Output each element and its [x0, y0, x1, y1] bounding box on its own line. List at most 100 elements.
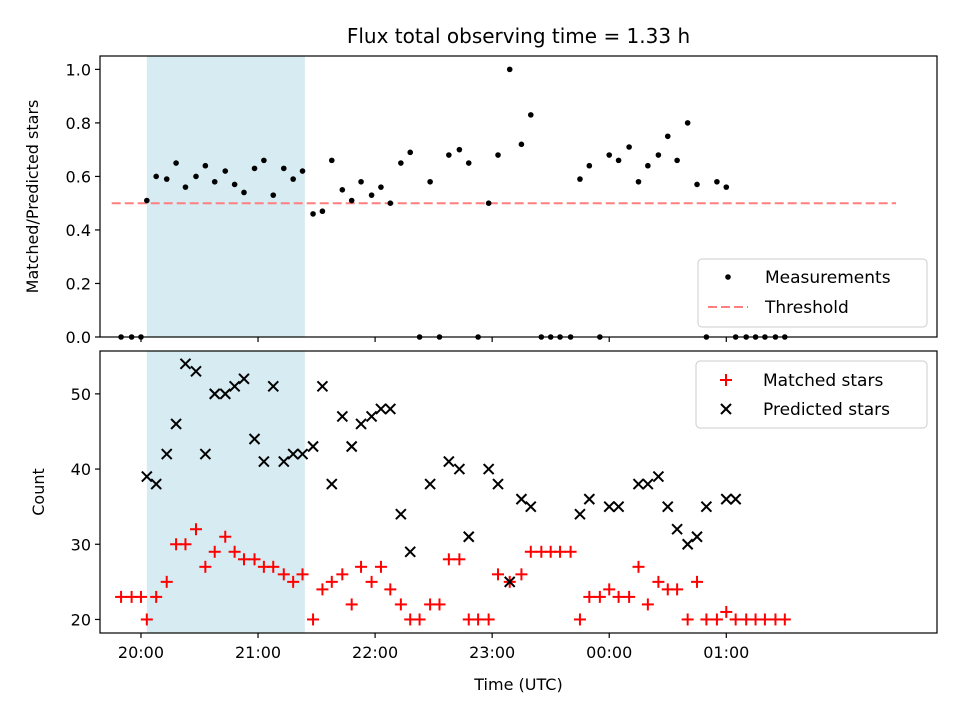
matched-point	[612, 590, 625, 603]
matched-point	[160, 575, 173, 588]
predicted-point	[355, 418, 367, 430]
x-tick-label: 20:00	[118, 643, 164, 662]
measurement-point	[694, 181, 700, 188]
predicted-point	[267, 380, 279, 393]
predicted-point	[720, 493, 732, 505]
matched-point	[384, 583, 397, 596]
predicted-point	[170, 418, 182, 430]
legend-matched-label: Matched stars	[763, 371, 883, 391]
y-tick-label: 40	[71, 460, 91, 479]
matched-point	[492, 568, 505, 581]
x-tick-label: 01:00	[703, 643, 749, 662]
matched-point	[720, 605, 733, 618]
measurement-point	[427, 178, 433, 185]
predicted-point	[700, 500, 713, 513]
matched-point	[710, 613, 723, 626]
legend-ratio-box	[697, 258, 928, 328]
predicted-point	[671, 523, 683, 535]
measurement-point	[586, 162, 593, 169]
predicted-point	[228, 380, 241, 393]
matched-point	[237, 553, 250, 566]
measurement-point	[319, 208, 326, 215]
measurement-point	[398, 160, 404, 166]
legend-matched-marker	[720, 374, 732, 386]
matched-point	[267, 560, 280, 573]
matched-point	[140, 613, 153, 626]
measurement-point	[231, 181, 238, 188]
measurement-point	[173, 160, 179, 166]
matched-point	[307, 613, 320, 626]
predicted-point	[632, 478, 645, 490]
matched-point	[394, 598, 407, 611]
predicted-point	[365, 410, 378, 423]
measurement-point	[280, 165, 287, 172]
y-tick-label: 50	[71, 385, 91, 404]
measurement-point	[577, 176, 583, 182]
predicted-point	[316, 380, 329, 393]
measurement-point	[387, 200, 394, 206]
y-tick-label: 30	[71, 535, 91, 554]
measurement-point	[518, 141, 525, 148]
measurement-point	[655, 152, 662, 158]
predicted-point	[482, 463, 495, 475]
matched-point	[524, 545, 537, 558]
matched-point	[336, 568, 349, 581]
measurement-point	[664, 133, 671, 140]
measurement-point	[485, 200, 492, 206]
predicted-point	[141, 470, 153, 483]
measurement-point	[153, 173, 159, 180]
predicted-point	[525, 500, 537, 513]
matched-point	[433, 598, 446, 611]
predicted-point	[209, 388, 221, 400]
matched-point	[365, 575, 378, 588]
legend-measurements-marker	[725, 274, 731, 280]
panel-counts-shade	[146, 351, 305, 633]
measurement-point	[222, 168, 229, 174]
matched-point	[150, 590, 163, 603]
measurement-point	[182, 184, 189, 190]
measurement-point	[163, 176, 170, 182]
measurement-point	[328, 157, 335, 164]
matched-point	[248, 553, 261, 566]
measurement-point	[626, 144, 632, 150]
predicted-point	[453, 463, 466, 475]
predicted-series	[141, 358, 742, 588]
legend-ratio: Measurements Threshold	[697, 258, 928, 328]
matched-point	[671, 583, 684, 596]
predicted-point	[642, 478, 654, 490]
measurement-point	[635, 178, 642, 185]
y-tick-label: 0.4	[66, 221, 91, 240]
panel-counts-ylabel: Count	[29, 468, 48, 516]
predicted-point	[443, 455, 455, 468]
matched-point	[652, 575, 665, 588]
matched-point	[442, 553, 455, 566]
measurement-point	[674, 157, 680, 164]
y-tick-label: 0.2	[66, 274, 91, 293]
matched-point	[632, 560, 645, 573]
matched-point	[453, 553, 466, 566]
legend-threshold-label: Threshold	[764, 298, 849, 318]
measurement-point	[378, 184, 384, 190]
predicted-point	[424, 478, 436, 490]
matched-point	[296, 568, 309, 581]
measurement-point	[446, 152, 452, 158]
y-tick-label: 1.0	[66, 60, 91, 79]
matched-point	[316, 583, 329, 596]
matched-point	[345, 598, 358, 611]
predicted-point	[190, 365, 202, 378]
predicted-point	[652, 470, 665, 483]
predicted-point	[161, 448, 173, 460]
measurement-point	[527, 112, 534, 118]
predicted-point	[238, 373, 250, 385]
measurement-point	[310, 211, 316, 217]
matched-point	[179, 538, 192, 551]
measurement-point	[714, 178, 720, 185]
predicted-point	[515, 493, 528, 505]
measurement-point	[290, 176, 296, 182]
measurement-point	[251, 165, 258, 172]
matched-point	[515, 568, 528, 581]
measurement-point	[348, 197, 355, 204]
measurement-point	[270, 192, 277, 198]
matched-point	[472, 613, 485, 626]
